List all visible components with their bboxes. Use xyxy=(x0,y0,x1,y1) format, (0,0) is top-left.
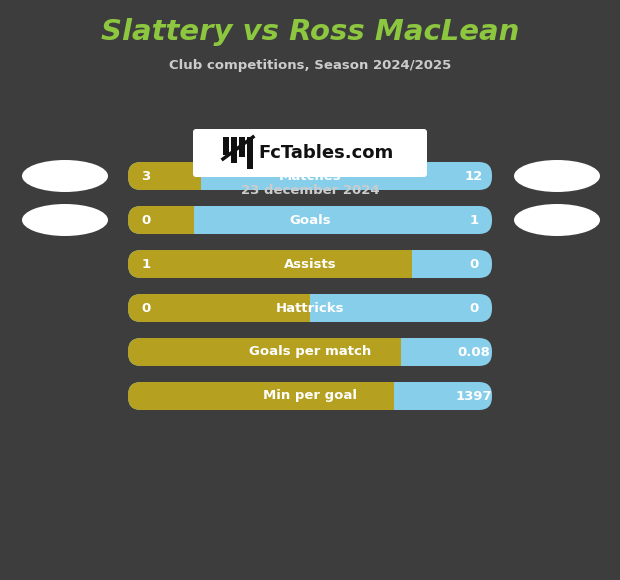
Bar xyxy=(184,162,201,190)
FancyBboxPatch shape xyxy=(193,129,427,177)
FancyBboxPatch shape xyxy=(128,206,193,234)
Text: 0: 0 xyxy=(141,302,151,314)
FancyBboxPatch shape xyxy=(128,338,492,366)
FancyBboxPatch shape xyxy=(128,250,412,278)
FancyBboxPatch shape xyxy=(128,162,201,190)
Bar xyxy=(395,250,412,278)
Text: 23 december 2024: 23 december 2024 xyxy=(241,183,379,197)
Text: 0.08: 0.08 xyxy=(458,346,490,358)
Ellipse shape xyxy=(514,204,600,236)
Text: Goals per match: Goals per match xyxy=(249,346,371,358)
Text: Goals: Goals xyxy=(289,213,331,227)
Text: 0: 0 xyxy=(469,258,479,270)
Ellipse shape xyxy=(22,160,108,192)
Text: Matches: Matches xyxy=(278,169,342,183)
Text: 3: 3 xyxy=(141,169,151,183)
Text: 0: 0 xyxy=(469,302,479,314)
FancyBboxPatch shape xyxy=(128,162,492,190)
Bar xyxy=(377,382,394,410)
FancyBboxPatch shape xyxy=(128,250,492,278)
Text: Club competitions, Season 2024/2025: Club competitions, Season 2024/2025 xyxy=(169,59,451,71)
Bar xyxy=(177,206,193,234)
FancyBboxPatch shape xyxy=(128,338,401,366)
Text: 1397: 1397 xyxy=(456,390,492,403)
Text: 0: 0 xyxy=(141,213,151,227)
Bar xyxy=(384,338,401,366)
Text: Slattery vs Ross MacLean: Slattery vs Ross MacLean xyxy=(101,18,519,46)
Ellipse shape xyxy=(514,160,600,192)
Text: Min per goal: Min per goal xyxy=(263,390,357,403)
Text: Assists: Assists xyxy=(284,258,336,270)
Bar xyxy=(247,137,253,169)
Bar xyxy=(223,137,229,155)
FancyBboxPatch shape xyxy=(128,294,492,322)
FancyBboxPatch shape xyxy=(128,294,310,322)
FancyBboxPatch shape xyxy=(128,206,492,234)
Text: 1: 1 xyxy=(469,213,479,227)
Text: 12: 12 xyxy=(465,169,483,183)
Text: Hattricks: Hattricks xyxy=(276,302,344,314)
Bar xyxy=(239,137,245,157)
FancyBboxPatch shape xyxy=(128,382,492,410)
Text: 1: 1 xyxy=(141,258,151,270)
Text: FcTables.com: FcTables.com xyxy=(258,144,393,162)
Bar xyxy=(293,294,310,322)
Ellipse shape xyxy=(22,204,108,236)
Bar xyxy=(231,137,237,163)
FancyBboxPatch shape xyxy=(128,382,394,410)
